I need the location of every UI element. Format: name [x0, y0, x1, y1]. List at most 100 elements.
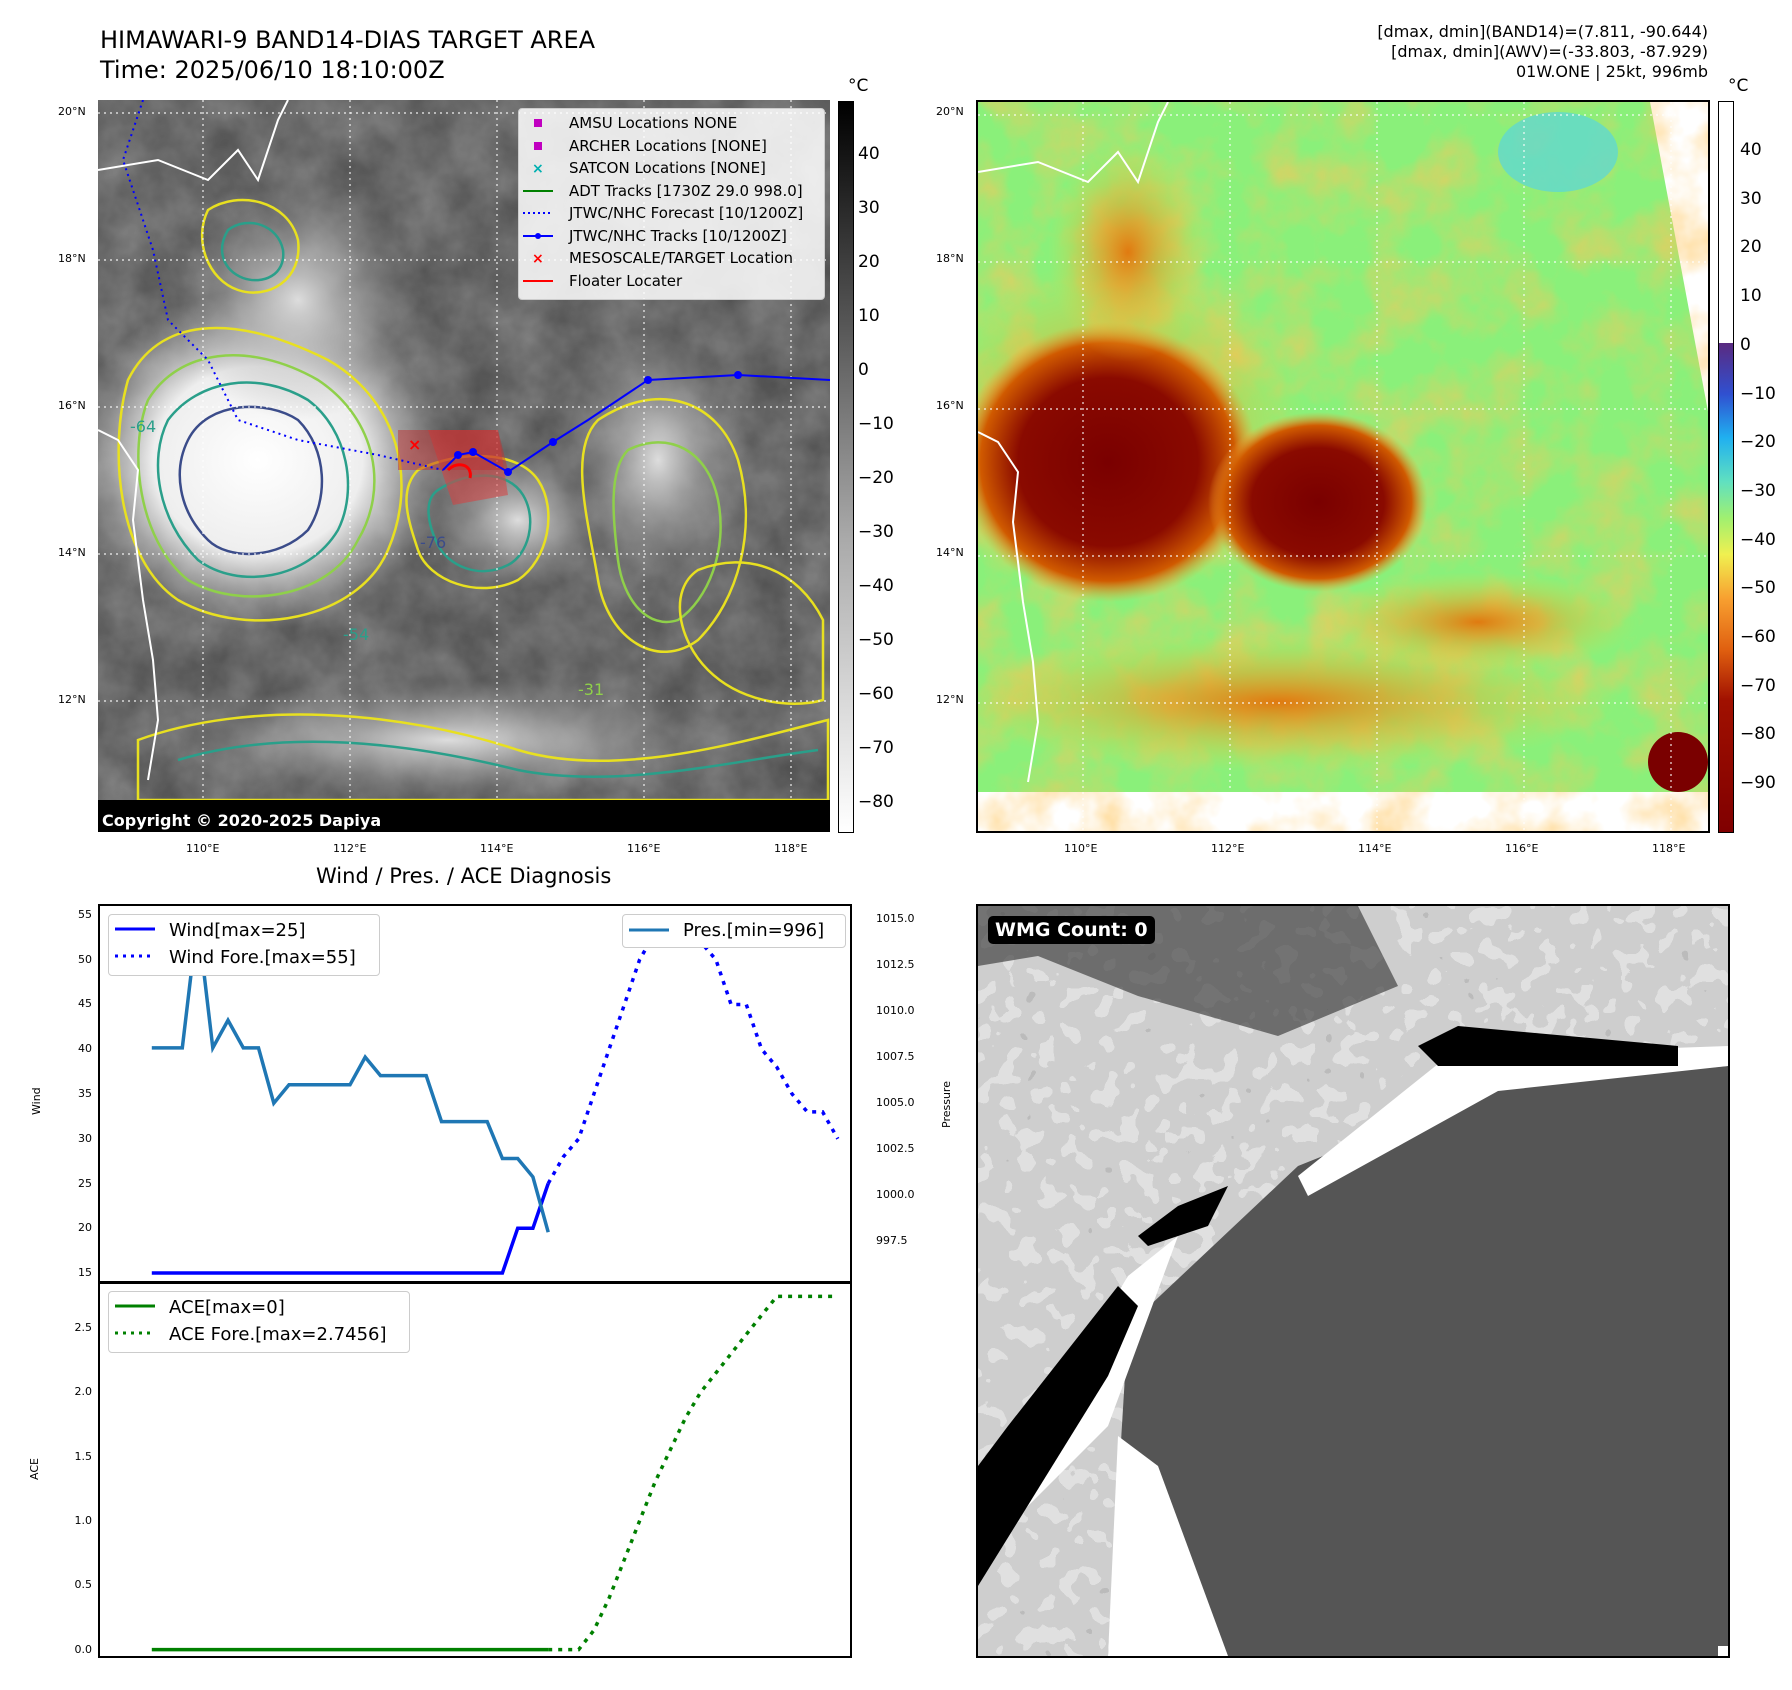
y-tick-label: 30 — [78, 1131, 92, 1145]
copyright-text: Copyright © 2020-2025 Dapiya — [102, 811, 382, 830]
legend-item-label: ARCHER Locations [NONE] — [569, 136, 767, 155]
ir-map-panel: × -64 -76 -54 -31 Copyright © 2020-2025 … — [98, 100, 830, 832]
legend-marker-icon — [534, 141, 542, 150]
pressure-ylabel: Pressure — [940, 1081, 953, 1128]
awv-colorbar — [1718, 101, 1734, 833]
colorbar-tick-label: 40 — [858, 144, 880, 164]
ace-plot: ACE[max=0] ACE Fore.[max=2.7456] — [98, 1281, 852, 1658]
band14-stats: [dmax, dmin](BAND14)=(7.811, -90.644) — [1377, 22, 1708, 41]
y-tick-label: 1007.5 — [876, 1050, 915, 1064]
y-tick-label: 20 — [78, 1221, 92, 1235]
legend-marker-icon — [534, 119, 542, 127]
y-tick-label: 45 — [78, 997, 92, 1011]
figure-title: HIMAWARI-9 BAND14-DIAS TARGET AREA — [100, 26, 596, 54]
legend-wind-fore: Wind Fore.[max=55] — [169, 947, 356, 968]
legend-marker-icon — [523, 232, 553, 239]
contour-label: -64 — [130, 417, 156, 436]
colorbar-tick-label: −40 — [1740, 529, 1776, 550]
longitude-tick-label: 112°E — [1211, 842, 1245, 855]
legend-item-label: MESOSCALE/TARGET Location — [569, 249, 794, 267]
wind-max-25--line — [151, 1182, 550, 1275]
colorbar-tick-label: 40 — [1740, 140, 1762, 160]
awv-colorbar-unit: °C — [1728, 76, 1749, 96]
wind-pres-plot: Wind[max=25] Wind Fore.[max=55] Pres.[mi… — [98, 904, 852, 1284]
ir-legend: AMSU Locations NONE ARCHER Locations [NON… — [518, 108, 825, 300]
colorbar-tick-label: −80 — [1740, 724, 1776, 745]
wmg-panel: WMG Count: 0 — [976, 904, 1730, 1658]
colorbar-tick-label: −60 — [1740, 627, 1776, 647]
pres-min-996--line — [151, 918, 550, 1233]
legend-marker-icon: × — [532, 161, 544, 176]
wmg-image — [978, 906, 1728, 1656]
contour-label: -31 — [578, 680, 604, 699]
legend-wind: Wind[max=25] — [169, 920, 306, 941]
svg-text:×: × — [532, 161, 544, 176]
colorbar-tick-label: −70 — [1740, 675, 1776, 696]
wmg-count-badge: WMG Count: 0 — [988, 916, 1155, 944]
colorbar-tick-label: −30 — [1740, 480, 1776, 501]
latitude-tick-label: 12°N — [936, 693, 964, 706]
ace-fore-max-2-7456--line — [548, 1294, 838, 1652]
latitude-tick-label: 14°N — [58, 546, 86, 559]
longitude-tick-label: 118°E — [1652, 842, 1686, 855]
ace-ylabel: ACE — [28, 1458, 41, 1480]
latitude-tick-label: 18°N — [936, 252, 964, 265]
y-tick-label: 1012.5 — [876, 957, 915, 971]
longitude-tick-label: 110°E — [186, 842, 220, 855]
legend-item-label: JTWC/NHC Forecast [10/1200Z] — [569, 204, 804, 222]
colorbar-tick-label: 20 — [1740, 237, 1762, 258]
y-tick-label: 1005.0 — [876, 1096, 915, 1110]
y-tick-label: 1.5 — [74, 1449, 93, 1463]
ace-svg — [151, 1294, 838, 1652]
colorbar-tick-label: −90 — [1740, 773, 1776, 794]
latitude-tick-label: 12°N — [58, 693, 86, 706]
colorbar-tick-label: −80 — [858, 792, 894, 812]
stats-info: [dmax, dmin](BAND14)=(7.811, -90.644) [d… — [1377, 22, 1708, 82]
y-tick-label: 2.0 — [74, 1385, 93, 1399]
y-tick-label: 0.5 — [74, 1578, 93, 1592]
figure-time: Time: 2025/06/10 18:10:00Z — [100, 56, 445, 84]
y-tick-label: 50 — [78, 952, 92, 966]
ace-legend: ACE[max=0] ACE Fore.[max=2.7456] — [108, 1291, 410, 1353]
longitude-tick-label: 114°E — [480, 842, 514, 855]
colorbar-tick-label: −40 — [858, 576, 894, 596]
colorbar-tick-label: 0 — [858, 360, 869, 380]
colorbar-tick-label: 20 — [858, 252, 880, 272]
colorbar-tick-label: 30 — [858, 198, 880, 218]
diagnosis-title: Wind / Pres. / ACE Diagnosis — [316, 864, 612, 888]
y-tick-label: 15 — [78, 1266, 92, 1280]
longitude-tick-label: 116°E — [627, 842, 661, 855]
y-tick-label: 25 — [78, 1176, 92, 1190]
legend-item-label: ADT Tracks [1730Z 29.0 998.0] — [569, 181, 803, 200]
svg-text:×: × — [532, 251, 544, 266]
legend-ace-fore: ACE Fore.[max=2.7456] — [169, 1324, 387, 1345]
contour-label: -54 — [343, 625, 369, 644]
legend-item-label: JTWC/NHC Tracks [10/1200Z] — [569, 226, 787, 245]
svg-text:×: × — [408, 435, 421, 454]
colorbar-tick-label: −60 — [858, 684, 894, 704]
contour-label: -76 — [420, 533, 446, 552]
colorbar-tick-label: −30 — [858, 522, 894, 542]
ir-colorbar-unit: °C — [848, 76, 869, 96]
legend-marker-icon — [523, 279, 553, 282]
longitude-tick-label: 114°E — [1358, 842, 1392, 855]
colorbar-tick-label: −10 — [1740, 383, 1776, 404]
colorbar-tick-label: −10 — [858, 414, 894, 434]
legend-item-label: SATCON Locations [NONE] — [569, 159, 766, 177]
legend-marker-icon: × — [532, 251, 544, 266]
colorbar-tick-label: −50 — [1740, 578, 1776, 599]
y-tick-label: 35 — [78, 1087, 92, 1100]
colorbar-tick-label: −50 — [858, 630, 894, 650]
colorbar-tick-label: −70 — [858, 738, 894, 758]
legend-ace: ACE[max=0] — [169, 1297, 285, 1318]
latitude-tick-label: 18°N — [58, 252, 86, 265]
wind-legend: Wind[max=25] Wind Fore.[max=55] — [108, 914, 380, 976]
colorbar-tick-label: 0 — [1740, 334, 1751, 355]
latitude-tick-label: 20°N — [936, 105, 964, 118]
legend-item-label: Floater Locater — [569, 271, 683, 290]
wind-ylabel: Wind — [30, 1087, 43, 1115]
y-tick-label: 1002.5 — [876, 1142, 915, 1156]
latitude-tick-label: 16°N — [936, 399, 964, 412]
legend-item-label: AMSU Locations NONE — [569, 114, 738, 132]
y-tick-label: 0.0 — [74, 1642, 93, 1656]
